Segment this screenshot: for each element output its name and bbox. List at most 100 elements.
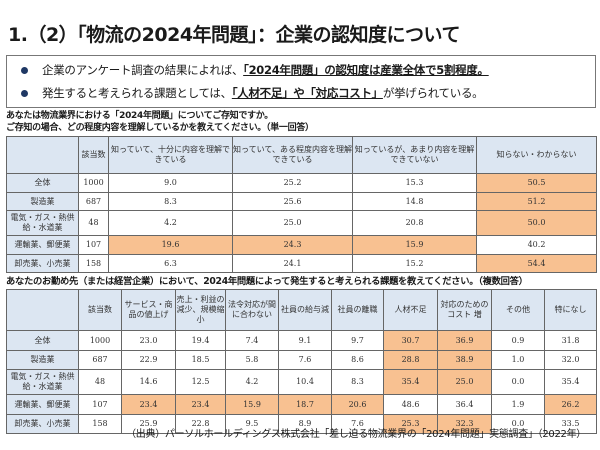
- table-cell: 48.6: [383, 394, 438, 415]
- table-cell: 0.0: [491, 369, 545, 395]
- table-cell: 40.2: [476, 235, 597, 255]
- table-cell: 19.6: [108, 235, 233, 255]
- table-cell: 19.4: [175, 330, 226, 351]
- table-cell: 22.9: [121, 350, 176, 370]
- table-row: 製造業 687 8.3 25.6 14.8 51.2: [6, 192, 597, 211]
- bullet-text: 企業のアンケート調査の結果によれば、: [42, 63, 244, 77]
- column-header: 社員の給与減: [278, 289, 332, 331]
- table-cell: 38.9: [437, 350, 492, 370]
- table-cell: 54.4: [476, 254, 597, 273]
- table-cell: 7.6: [278, 350, 332, 370]
- question-2: あなたのお勤め先（または経営企業）において、2024年問題によって発生すると考え…: [6, 276, 528, 287]
- bullet-2: 発生すると考えられる課題としては、「人材不足」や「対応コスト」が挙げられている。: [21, 82, 595, 105]
- row-label: 電気・ガス・熱供給・水道業: [6, 369, 79, 395]
- bullet-1: 企業のアンケート調査の結果によれば、「2024年問題」の認知度は産業全体で5割程…: [21, 59, 595, 82]
- column-header: 知っているが、あまり内容を理解できていない: [352, 136, 477, 174]
- table-cell: 4.2: [225, 369, 279, 395]
- table-cell: 32.0: [544, 350, 597, 370]
- bullet-text: が挙げられている。: [382, 86, 484, 100]
- table-cell: 107: [78, 394, 122, 415]
- header-row: 該当数 知っていて、十分に内容を理解できている 知っていて、ある程度内容を理解できて…: [6, 136, 597, 174]
- table-cell: 14.8: [352, 192, 477, 211]
- column-header: 該当数: [78, 289, 122, 331]
- table-cell: 9.0: [108, 173, 233, 193]
- bullet-emphasis: 「2024年問題」の認知度は産業全体で5割程度。: [243, 63, 489, 77]
- table-cell: 4.2: [108, 210, 233, 236]
- table-cell: 51.2: [476, 192, 597, 211]
- table-cell: 687: [78, 192, 109, 211]
- table-cell: 9.5: [225, 414, 279, 434]
- table-row: 全体 1000 9.0 25.2 15.3 50.5: [6, 173, 597, 193]
- table-row: 運輸業、郵便業 107 23.4 23.4 15.9 18.7 20.6 48.6 36.4 1.…: [6, 394, 597, 415]
- column-header: 法令対応が間に合わない: [225, 289, 279, 331]
- header-row: 該当数 サービス・商品の値上げ 売上・利益の減少、規模縮小 法令対応が間に合わない 社員…: [6, 289, 597, 331]
- table-row: 卸売業、小売業 158 6.3 24.1 15.2 54.4: [6, 254, 597, 273]
- table-cell: 35.4: [544, 369, 597, 395]
- table-cell: 48: [78, 210, 109, 236]
- table-cell: 14.6: [121, 369, 176, 395]
- table-cell: 10.4: [278, 369, 332, 395]
- row-label: 製造業: [6, 350, 79, 370]
- table-cell: 158: [78, 414, 122, 434]
- column-header: サービス・商品の値上げ: [121, 289, 176, 331]
- table-cell: 23.4: [121, 394, 176, 415]
- table-cell: 1000: [78, 173, 109, 193]
- table-cell: 31.8: [544, 330, 597, 351]
- column-header: 対応のためのコスト 増: [437, 289, 492, 331]
- table-row: 電気・ガス・熱供給・水道業 48 14.6 12.5 4.2 10.4 8.3 35.4 25.…: [6, 369, 597, 395]
- table-cell: 9.1: [278, 330, 332, 351]
- table-cell: 23.0: [121, 330, 176, 351]
- table-row: 全体 1000 23.0 19.4 7.4 9.1 9.7 30.7 36.9 0.9 31.8: [6, 330, 597, 351]
- table-cell: 15.2: [352, 254, 477, 273]
- row-label: 電気・ガス・熱供給・水道業: [6, 210, 79, 236]
- table-cell: 50.5: [476, 173, 597, 193]
- table-cell: 1.0: [491, 350, 545, 370]
- table-cell: 25.0: [437, 369, 492, 395]
- row-label: 全体: [6, 330, 79, 351]
- table-cell: 25.6: [232, 192, 353, 211]
- table-cell: 25.0: [232, 210, 353, 236]
- table-cell: 18.5: [175, 350, 226, 370]
- column-header: [6, 136, 79, 174]
- table-row: 卸売業、小売業 158 25.9 22.8 9.5 8.9 7.6 25.3 32.3 0.0 33…: [6, 414, 597, 434]
- table-cell: 26.2: [544, 394, 597, 415]
- row-label: 卸売業、小売業: [6, 254, 79, 273]
- table-row: 電気・ガス・熱供給・水道業 48 4.2 25.0 20.8 50.0: [6, 210, 597, 236]
- question-line: ご存知の場合、どの程度内容を理解しているかを教えてください。（単一回答）: [6, 123, 314, 133]
- table-cell: 6.3: [108, 254, 233, 273]
- summary-box: 企業のアンケート調査の結果によれば、「2024年問題」の認知度は産業全体で5割程…: [6, 55, 596, 108]
- column-header: 人材不足: [383, 289, 438, 331]
- column-header: 知っていて、ある程度内容を理解できている: [232, 136, 353, 174]
- table-cell: 50.0: [476, 210, 597, 236]
- table-cell: 32.3: [437, 414, 492, 434]
- column-header: [6, 289, 79, 331]
- bullet-dot-icon: [21, 67, 28, 74]
- table-cell: 12.5: [175, 369, 226, 395]
- page-title: 1.（2）「物流の2024年問題」：企業の認知度について: [8, 24, 460, 46]
- column-header: その他: [491, 289, 545, 331]
- table-cell: 687: [78, 350, 122, 370]
- table-cell: 8.3: [331, 369, 384, 395]
- column-header: 該当数: [78, 136, 109, 174]
- column-header: 社員の離職: [331, 289, 384, 331]
- awareness-table: 該当数 知っていて、十分に内容を理解できている 知っていて、ある程度内容を理解できて…: [6, 136, 597, 273]
- table-cell: 8.6: [331, 350, 384, 370]
- table-cell: 20.6: [331, 394, 384, 415]
- table-row: 製造業 687 22.9 18.5 5.8 7.6 8.6 28.8 38.9 1.0 32.0: [6, 350, 597, 370]
- issues-table: 該当数 サービス・商品の値上げ 売上・利益の減少、規模縮小 法令対応が間に合わない 社員…: [6, 289, 597, 434]
- table-cell: 8.3: [108, 192, 233, 211]
- question-line: あなたは物流業界における「2024年問題」についてご存知ですか。: [6, 111, 274, 121]
- row-label: 運輸業、郵便業: [6, 394, 79, 415]
- column-header: 特になし: [544, 289, 597, 331]
- table-cell: 0.9: [491, 330, 545, 351]
- table-cell: 23.4: [175, 394, 226, 415]
- table-cell: 24.1: [232, 254, 353, 273]
- table-cell: 35.4: [383, 369, 438, 395]
- table-cell: 30.7: [383, 330, 438, 351]
- table-cell: 1.9: [491, 394, 545, 415]
- table-cell: 25.3: [383, 414, 438, 434]
- table-cell: 22.8: [175, 414, 226, 434]
- table-cell: 36.4: [437, 394, 492, 415]
- column-header: 知っていて、十分に内容を理解できている: [108, 136, 233, 174]
- table-cell: 48: [78, 369, 122, 395]
